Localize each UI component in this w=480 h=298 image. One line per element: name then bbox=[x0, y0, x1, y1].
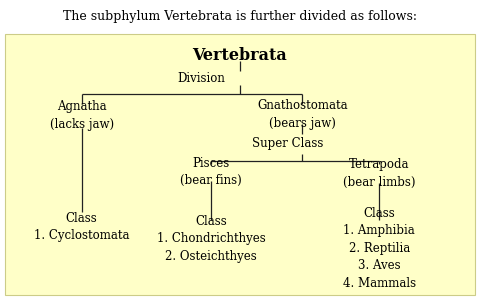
Text: Division: Division bbox=[178, 72, 226, 85]
Text: Gnathostomata
(bears jaw): Gnathostomata (bears jaw) bbox=[257, 99, 348, 130]
Text: Pisces
(bear fins): Pisces (bear fins) bbox=[180, 157, 242, 187]
FancyBboxPatch shape bbox=[5, 34, 475, 295]
Text: The subphylum Vertebrata is further divided as follows:: The subphylum Vertebrata is further divi… bbox=[63, 10, 417, 23]
Text: Class
1. Chondrichthyes
2. Osteichthyes: Class 1. Chondrichthyes 2. Osteichthyes bbox=[157, 215, 265, 263]
Text: Tetrapoda
(bear limbs): Tetrapoda (bear limbs) bbox=[343, 158, 416, 189]
Text: Agnatha
(lacks jaw): Agnatha (lacks jaw) bbox=[49, 100, 114, 131]
Text: Class
1. Amphibia
2. Reptilia
3. Aves
4. Mammals: Class 1. Amphibia 2. Reptilia 3. Aves 4.… bbox=[343, 207, 416, 290]
Text: Super Class: Super Class bbox=[252, 137, 324, 150]
Text: Class
1. Cyclostomata: Class 1. Cyclostomata bbox=[34, 212, 129, 242]
Text: Vertebrata: Vertebrata bbox=[192, 47, 288, 64]
